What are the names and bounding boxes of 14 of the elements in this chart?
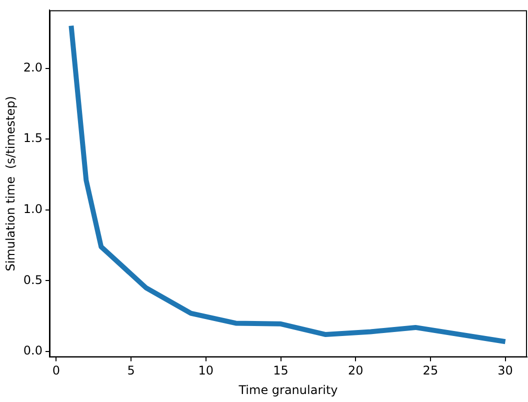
y-tick-label: 0.0: [23, 344, 42, 358]
x-tick-label: 5: [127, 364, 135, 378]
x-axis-title: Time granularity: [238, 382, 338, 397]
x-tick-label: 10: [198, 364, 214, 378]
y-axis-title: Simulation time (s/timestep): [3, 96, 18, 272]
x-tick-label: 25: [422, 364, 438, 378]
y-tick-label: 1.5: [23, 131, 42, 146]
x-tick-label: 30: [498, 364, 513, 378]
x-tick-label: 20: [348, 364, 364, 378]
x-tick-label: 15: [273, 364, 288, 378]
y-tick-label: 1.0: [23, 202, 42, 216]
y-tick-label: 2.0: [23, 60, 42, 74]
y-tick-label: 0.5: [23, 272, 42, 287]
x-tick-label: 0: [52, 364, 60, 378]
